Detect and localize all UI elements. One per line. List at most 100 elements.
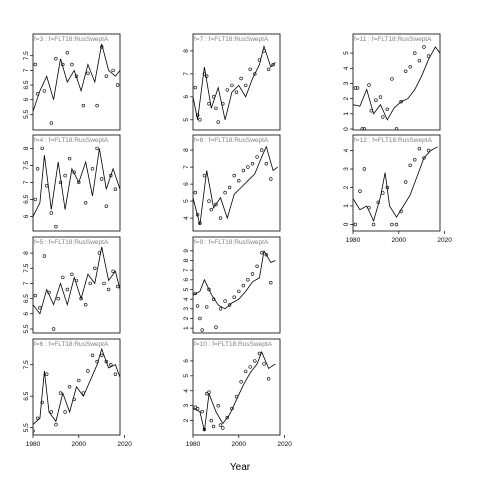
- data-point: [195, 406, 200, 411]
- data-point: [104, 74, 109, 78]
- data-point: [198, 118, 202, 122]
- data-point: [40, 400, 44, 405]
- data-point: [195, 213, 200, 217]
- data-point: [95, 146, 99, 151]
- data-point: [33, 293, 37, 298]
- data-point: [255, 155, 259, 159]
- data-point: [214, 325, 218, 329]
- data-point: [207, 101, 211, 106]
- data-point: [239, 76, 243, 81]
- data-point: [230, 406, 234, 411]
- data-point: [216, 120, 220, 124]
- x-tick-label: 2020: [117, 441, 132, 448]
- data-point: [83, 201, 88, 205]
- y-tick-label: 5: [183, 287, 190, 291]
- y-tick-label: 8: [183, 148, 190, 152]
- data-point: [367, 206, 371, 210]
- data-point: [74, 74, 79, 78]
- data-point: [72, 170, 76, 174]
- panel-frame: [192, 134, 281, 232]
- panel-frame: [192, 33, 281, 131]
- data-point: [88, 281, 92, 286]
- y-tick-label: 6: [183, 182, 190, 186]
- data-point: [257, 351, 262, 356]
- panel-frame: [32, 134, 121, 232]
- data-point: [417, 58, 422, 63]
- x-tick-label: 2020: [437, 237, 452, 244]
- data-point: [353, 86, 357, 90]
- y-tick-label: 5: [183, 118, 190, 122]
- x-tick-label: 1980: [346, 237, 361, 244]
- data-point: [202, 72, 207, 76]
- data-point: [198, 221, 202, 225]
- series-line: [33, 148, 120, 217]
- data-point: [63, 173, 67, 178]
- data-point: [193, 190, 198, 195]
- data-point: [237, 179, 241, 183]
- data-point: [54, 224, 58, 229]
- data-point: [65, 51, 70, 55]
- y-tick-label: 5.5: [23, 423, 30, 432]
- data-point: [218, 216, 223, 220]
- data-point: [99, 177, 104, 181]
- y-tick-label: 7: [183, 268, 190, 272]
- data-point: [404, 69, 408, 74]
- data-point: [394, 127, 399, 130]
- data-point: [113, 187, 118, 191]
- data-point: [115, 284, 120, 289]
- data-point: [390, 222, 394, 227]
- data-point: [221, 426, 225, 430]
- data-point: [33, 62, 37, 67]
- data-point: [67, 156, 72, 161]
- y-tick-label: 7: [183, 72, 190, 76]
- data-point: [214, 106, 218, 111]
- data-point: [35, 416, 40, 420]
- y-tick-label: 6: [183, 359, 190, 363]
- panel-12: f=12 : f=FLT18:RusSweptA 0 1 2 3 4 1980 2000 202…: [343, 134, 452, 244]
- y-tick-label: 3: [183, 403, 190, 407]
- data-point: [202, 173, 207, 178]
- data-point: [200, 328, 204, 332]
- data-point: [81, 391, 86, 395]
- data-point: [216, 404, 220, 408]
- data-point: [63, 410, 67, 414]
- data-point: [248, 365, 252, 369]
- data-point: [111, 269, 115, 273]
- strip-label: f=3 : f=FLT18:RusSweptA: [34, 36, 109, 43]
- data-point: [266, 67, 271, 72]
- data-point: [61, 275, 65, 280]
- data-point: [367, 83, 371, 87]
- series-line: [193, 145, 278, 225]
- data-point: [232, 173, 236, 178]
- strip-label: f=6 : f=FLT18:RusSweptA: [34, 341, 109, 348]
- data-point: [399, 209, 403, 214]
- y-tick-label: 8: [23, 146, 30, 150]
- panel-8: f=8 : f=FLT18:RusSweptA 4 5 6 7 8: [183, 134, 281, 232]
- data-point: [355, 86, 360, 90]
- data-point: [250, 162, 255, 166]
- data-point: [225, 415, 230, 420]
- data-point: [202, 427, 207, 432]
- y-tick-label: 6: [183, 278, 190, 282]
- data-point: [211, 297, 216, 301]
- data-point: [369, 109, 373, 113]
- y-tick-label: 8: [183, 258, 190, 262]
- y-tick-label: 7.5: [23, 263, 30, 272]
- y-tick-label: 5: [183, 199, 190, 203]
- data-point: [54, 422, 58, 427]
- data-point: [264, 253, 268, 257]
- data-point: [362, 127, 367, 130]
- y-tick-label: 6: [23, 98, 30, 102]
- data-point: [390, 77, 394, 81]
- data-point: [207, 390, 211, 394]
- data-point: [205, 392, 209, 396]
- y-tick-label: 2: [343, 96, 350, 100]
- data-point: [207, 287, 211, 292]
- strip-label: f=5 : f=FLT18:RusSweptA: [34, 239, 109, 246]
- y-tick-label: 5.5: [23, 324, 30, 333]
- data-point: [77, 378, 81, 383]
- y-tick-label: 4: [343, 66, 350, 70]
- x-tick-label: 2020: [277, 441, 292, 448]
- data-point: [86, 369, 90, 373]
- y-tick-label: 6.5: [23, 195, 30, 204]
